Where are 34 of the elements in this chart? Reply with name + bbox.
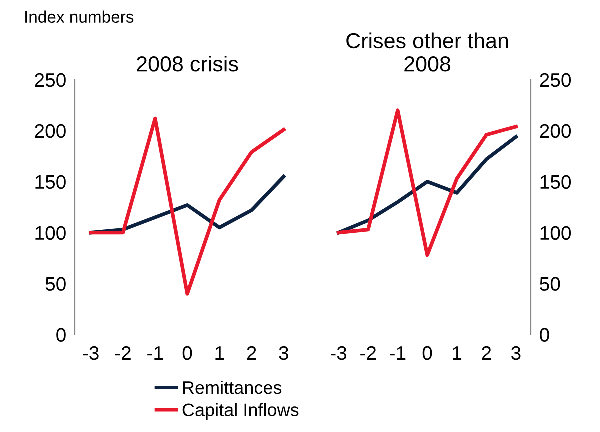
x-tick-label: 1: [216, 346, 224, 360]
y-tick-label: 0: [56, 328, 66, 342]
x-tick-label: -3: [83, 346, 99, 360]
y2-tick-label: 250: [540, 73, 572, 88]
x-tick-label: 0: [422, 346, 432, 360]
y2-tick-label: 150: [540, 175, 572, 190]
y2-tick-label: 100: [540, 226, 572, 240]
chart-title: 2008 crisis: [137, 56, 238, 72]
legend-label: Capital Inflows: [182, 403, 299, 420]
x-tick-label: -1: [148, 346, 164, 360]
x-tick-label: 3: [512, 346, 521, 360]
chart-title: Crises other than 2008: [346, 32, 508, 72]
x-tick-label: -2: [115, 346, 131, 360]
x-tick-label: -2: [360, 346, 376, 360]
x-tick-label: -3: [331, 346, 347, 360]
y2-tick-label: 200: [540, 124, 572, 138]
line-series: [336, 135, 518, 235]
y2-tick-label: 0: [540, 328, 550, 342]
y-tick-label: 150: [36, 175, 66, 190]
legend-label: Remittances: [183, 380, 282, 394]
x-tick-label: 3: [279, 346, 288, 360]
x-tick-label: 0: [182, 346, 192, 360]
y-tick-label: 200: [35, 124, 66, 138]
y-tick-label: 250: [35, 73, 66, 88]
y-tick-label: 50: [46, 277, 66, 292]
x-tick-label: 1: [453, 346, 462, 360]
y-tick-label: 100: [36, 226, 66, 240]
y2-tick-label: 50: [540, 277, 560, 292]
x-tick-label: 2: [482, 346, 492, 360]
text: Index numbers: [26, 10, 134, 24]
line-series: [336, 108, 518, 258]
x-tick-label: 2: [247, 346, 256, 360]
x-tick-label: -1: [390, 346, 406, 360]
line-series: [89, 116, 286, 296]
